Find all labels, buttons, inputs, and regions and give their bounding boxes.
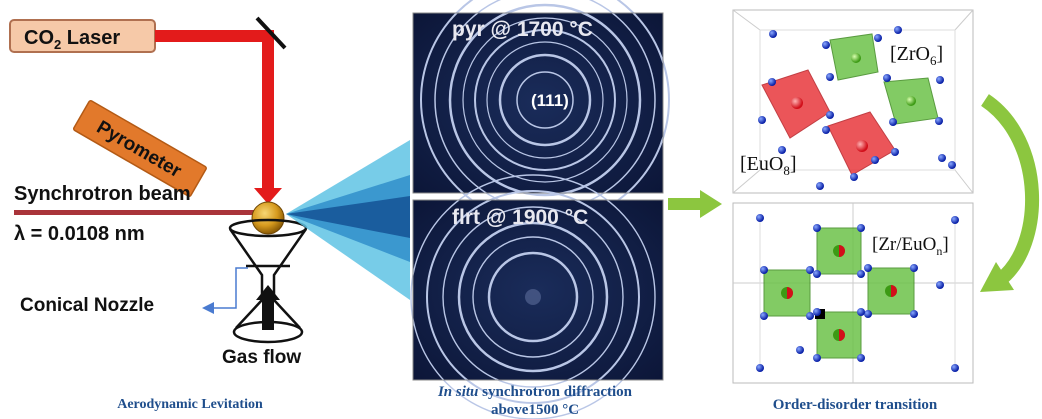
diffraction-pattern-top: pyr @ 1700 °C (111)	[412, 0, 670, 225]
bottom-pattern-label: flrt @ 1900 °C	[452, 206, 588, 229]
oxygen-atoms-disordered	[756, 214, 959, 372]
mixed-cation-sites	[781, 245, 897, 341]
zro6-label: [ZrO6]	[890, 43, 943, 68]
diffraction-fan	[286, 140, 410, 300]
synchrotron-beam-label: Synchrotron beam	[14, 183, 191, 205]
top-pattern-label: pyr @ 1700 °C	[452, 18, 593, 41]
ordered-structure: [ZrO6] [EuO8]	[732, 9, 974, 194]
laser-beam-arrowhead	[254, 188, 282, 204]
nozzle-pointer	[202, 267, 248, 314]
oxygen-atoms	[758, 26, 956, 190]
middle-caption-line1: In situ synchrotron diffraction	[437, 384, 633, 400]
reflection-label: (111)	[531, 91, 569, 110]
mirror	[255, 16, 287, 50]
right-panel: [ZrO6] [EuO8]	[732, 9, 1039, 413]
diffraction-pattern-bottom: flrt @ 1900 °C	[410, 174, 664, 419]
zreu-label: [Zr/EuOn]	[872, 234, 949, 258]
nozzle-label: Conical Nozzle	[20, 295, 154, 316]
wavelength-label: λ = 0.0108 nm	[14, 223, 145, 245]
middle-panel: pyr @ 1700 °C (111) flrt @ 1900 °C In si…	[410, 0, 670, 419]
right-caption: Order-disorder transition	[773, 397, 938, 413]
gas-flow-arrow	[256, 285, 280, 330]
transition-curved-arrow	[980, 94, 1039, 286]
synchrotron-beam-line	[14, 210, 264, 215]
euo8-label: [EuO8]	[740, 153, 797, 178]
laser-beam-horizontal	[155, 30, 270, 42]
transition-curved-arrowhead	[980, 262, 1014, 292]
disordered-structure: [Zr/EuOn]	[732, 202, 974, 384]
transition-arrow-right	[668, 190, 722, 218]
left-panel: CO2 Laser Pyrometer Synchrotron beam λ =…	[9, 16, 308, 412]
left-caption: Aerodynamic Levitation	[117, 397, 263, 412]
middle-caption-line2: above1500 °C	[491, 402, 579, 418]
conical-nozzle	[228, 218, 308, 344]
levitated-sample	[251, 201, 285, 235]
laser-label: CO2 Laser	[24, 27, 120, 52]
laser-beam-vertical	[262, 30, 274, 190]
gas-flow-label: Gas flow	[222, 347, 301, 368]
